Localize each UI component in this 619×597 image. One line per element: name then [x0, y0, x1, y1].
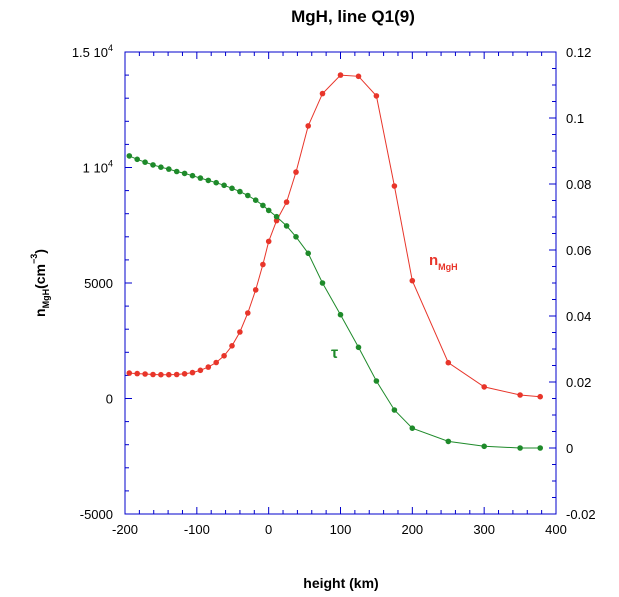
- series-label-n-mgh: nMgH: [429, 252, 458, 272]
- y-left-tick-label: 5000: [84, 276, 113, 291]
- data-point-n_MgH: [229, 343, 235, 349]
- plot-frame: [124, 51, 557, 515]
- y-left-tick-label: 1.5 104: [72, 43, 113, 60]
- data-point-n_MgH: [355, 73, 362, 80]
- data-point-tau: [166, 166, 172, 172]
- data-point-tau: [205, 177, 212, 184]
- data-point-tau: [283, 223, 290, 229]
- series-line-tau: [129, 155, 541, 449]
- data-point-tau: [373, 378, 380, 384]
- data-point-tau: [273, 213, 280, 220]
- data-point-n_MgH: [260, 261, 266, 268]
- data-point-n_MgH: [181, 371, 188, 377]
- data-point-n_MgH: [265, 238, 272, 245]
- data-point-tau: [252, 197, 259, 203]
- data-point-n_MgH: [319, 90, 326, 97]
- data-point-tau: [142, 159, 148, 165]
- y-right-tick-label: 0.06: [566, 243, 591, 258]
- data-point-n_MgH: [166, 371, 172, 378]
- y-right-tick-label: -0.02: [566, 507, 596, 522]
- data-point-n_MgH: [221, 353, 227, 359]
- data-point-tau: [409, 425, 416, 432]
- x-tick-label: 400: [545, 522, 567, 537]
- y-left-tick-label: -5000: [80, 507, 113, 522]
- data-point-tau: [355, 344, 362, 351]
- data-point-n_MgH: [252, 287, 259, 293]
- data-point-n_MgH: [283, 199, 290, 205]
- data-point-tau: [189, 172, 196, 179]
- data-point-tau: [319, 280, 326, 286]
- x-tick-label: 0: [265, 522, 272, 537]
- data-point-tau: [173, 168, 180, 175]
- data-point-tau: [481, 443, 488, 450]
- data-point-tau: [445, 438, 452, 445]
- series-label-tau: τ: [331, 345, 338, 362]
- data-point-n_MgH: [189, 369, 196, 376]
- x-tick-label: -200: [112, 522, 138, 537]
- data-point-n_MgH: [205, 364, 212, 370]
- data-point-n_MgH: [158, 371, 164, 378]
- data-point-tau: [229, 185, 235, 192]
- data-point-tau: [158, 164, 164, 170]
- data-point-tau: [126, 153, 133, 159]
- data-point-n_MgH: [373, 93, 380, 99]
- data-point-tau: [245, 192, 251, 199]
- x-axis-label: height (km): [303, 575, 378, 591]
- data-point-n_MgH: [245, 310, 251, 316]
- y-right-tick-label: 0.1: [566, 111, 584, 126]
- data-point-tau: [293, 234, 299, 240]
- x-tick-label: 300: [473, 522, 495, 537]
- data-point-n_MgH: [293, 169, 299, 175]
- data-point-tau: [150, 162, 156, 168]
- x-tick-label: 100: [330, 522, 352, 537]
- data-point-n_MgH: [150, 371, 156, 378]
- data-point-tau: [337, 311, 344, 318]
- data-point-n_MgH: [213, 359, 219, 366]
- data-point-n_MgH: [481, 384, 488, 390]
- axis-ticks: -200 -100 0 100 200 300 400 -5000 0 5000 1 104 1.5 …: [72, 43, 596, 537]
- data-point-n_MgH: [391, 183, 398, 189]
- data-point-tau: [197, 175, 204, 181]
- x-tick-label: -100: [184, 522, 210, 537]
- data-point-tau: [391, 407, 398, 413]
- data-point-n_MgH: [537, 393, 543, 400]
- y-axis-label-left: nMgH(cm−3): [29, 249, 51, 317]
- data-point-n_MgH: [517, 392, 523, 398]
- data-point-n_MgH: [337, 72, 344, 78]
- data-point-n_MgH: [197, 367, 204, 374]
- y-right-tick-label: 0.12: [566, 45, 591, 60]
- data-point-n_MgH: [142, 371, 148, 377]
- data-point-tau: [213, 179, 219, 186]
- data-point-tau: [221, 182, 227, 189]
- y-left-tick-label: 0: [106, 392, 113, 407]
- data-point-n_MgH: [134, 370, 140, 377]
- data-point-tau: [134, 156, 140, 163]
- data-point-tau: [537, 445, 543, 451]
- data-point-n_MgH: [273, 217, 280, 224]
- data-point-n_MgH: [409, 277, 416, 284]
- data-point-tau: [305, 250, 312, 257]
- data-point-tau: [181, 170, 188, 177]
- data-point-tau: [517, 445, 523, 451]
- data-point-tau: [237, 188, 243, 195]
- y-right-tick-label: 0: [566, 441, 573, 456]
- series-layer: [126, 72, 543, 451]
- y-right-tick-label: 0.08: [566, 177, 591, 192]
- x-tick-label: 200: [401, 522, 423, 537]
- data-point-n_MgH: [126, 370, 133, 376]
- data-point-n_MgH: [237, 329, 243, 335]
- chart-title: MgH, line Q1(9): [291, 7, 415, 26]
- data-point-tau: [265, 207, 272, 214]
- y-right-tick-label: 0.02: [566, 375, 591, 390]
- data-point-n_MgH: [445, 359, 452, 366]
- data-point-n_MgH: [173, 371, 180, 378]
- data-point-tau: [260, 202, 266, 209]
- y-left-tick-label: 1 104: [83, 159, 113, 176]
- y-right-tick-label: 0.04: [566, 309, 591, 324]
- data-point-n_MgH: [305, 123, 312, 129]
